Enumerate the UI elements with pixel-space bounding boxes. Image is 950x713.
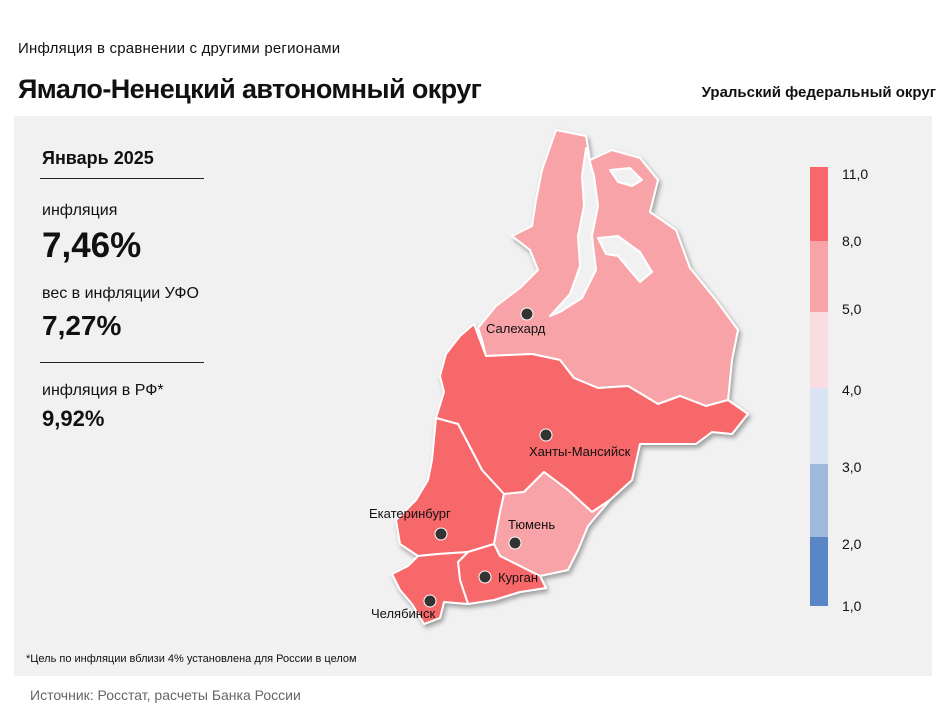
legend-tick-8: 8,0: [842, 233, 862, 249]
weight-label: вес в инфляции УФО: [42, 285, 199, 302]
city-marker-khanty-mansiysk[interactable]: [539, 428, 553, 442]
footnote: *Цель по инфляции вблизи 4% установлена …: [26, 653, 357, 665]
page-title: Ямало-Ненецкий автономный округ: [18, 74, 482, 104]
divider-bottom: [40, 362, 204, 363]
weight-value: 7,27%: [42, 310, 122, 341]
legend-swatch-4-5: [810, 312, 828, 388]
city-label-salekhard: Салехард: [486, 321, 546, 336]
city-marker-yekaterinburg[interactable]: [434, 527, 448, 541]
city-label-tyumen: Тюмень: [508, 517, 555, 532]
legend-tick-11: 11,0: [842, 166, 869, 182]
city-label-khanty-mansiysk: Ханты-Мансийск: [529, 444, 631, 459]
city-marker-chelyabinsk[interactable]: [423, 594, 437, 608]
subtitle: Инфляция в сравнении с другими регионами: [18, 40, 341, 57]
inflation-label: инфляция: [42, 202, 118, 219]
legend-swatch-3-4: [810, 388, 828, 464]
city-marker-kurgan[interactable]: [478, 570, 492, 584]
legend-tick-1: 1,0: [842, 598, 862, 614]
legend-tick-4: 4,0: [842, 382, 862, 398]
region-tyumen[interactable]: [493, 471, 611, 577]
legend-tick-5: 5,0: [842, 301, 862, 317]
city-marker-salekhard[interactable]: [520, 307, 534, 321]
city-label-yekaterinburg: Екатеринбург: [369, 506, 451, 521]
legend-tick-2: 2,0: [842, 536, 862, 552]
divider-top: [40, 178, 204, 179]
legend-swatch-8-11: [810, 167, 828, 241]
legend-swatch-2-3: [810, 464, 828, 537]
inflation-value: 7,46%: [42, 226, 142, 265]
city-label-kurgan: Курган: [498, 570, 538, 585]
city-label-chelyabinsk: Челябинск: [371, 606, 435, 621]
gulfs: [549, 147, 653, 317]
legend-swatch-1-2: [810, 537, 828, 606]
period-label: Январь 2025: [42, 148, 154, 168]
legend-tick-3: 3,0: [842, 459, 862, 475]
source-note: Источник: Росстат, расчеты Банка России: [30, 687, 301, 703]
rf-inflation-value: 9,92%: [42, 406, 105, 431]
rf-inflation-label: инфляция в РФ*: [42, 382, 164, 399]
region-chelyabinsk[interactable]: [391, 551, 469, 625]
district-label: Уральский федеральный округ: [701, 84, 936, 101]
legend-swatch-5-8: [810, 241, 828, 312]
city-marker-tyumen[interactable]: [508, 536, 522, 550]
